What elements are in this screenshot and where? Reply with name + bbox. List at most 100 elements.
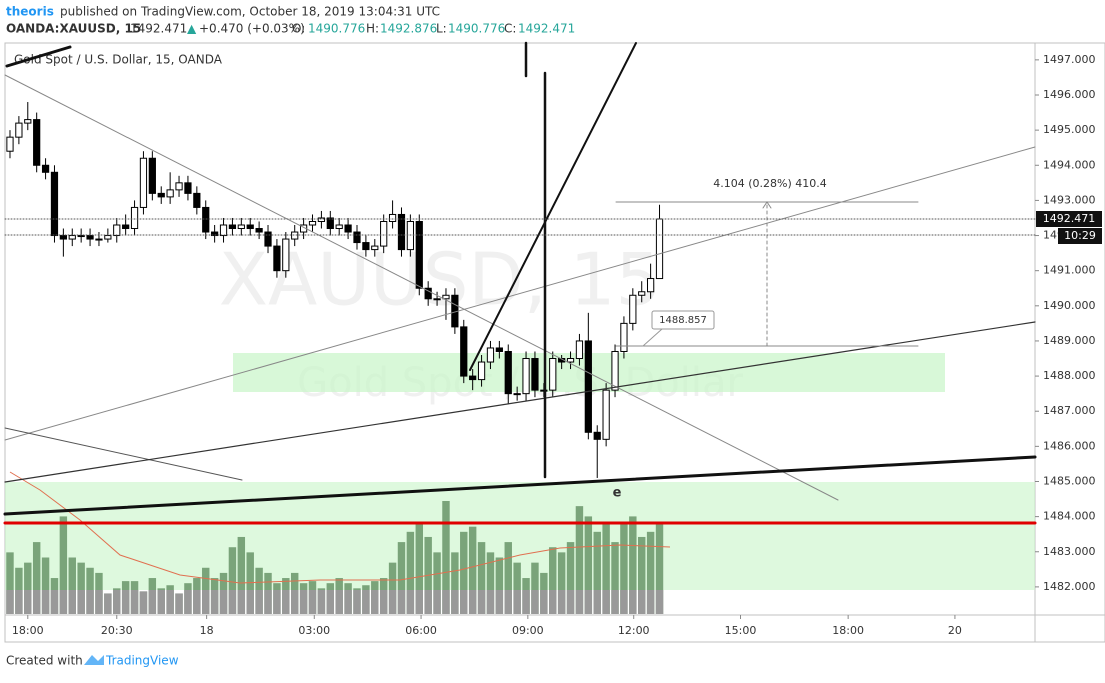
candle-body — [549, 358, 557, 391]
measure-label: 4.104 (0.28%) 410.4 — [713, 177, 827, 190]
volume-base — [646, 590, 655, 614]
candle-body — [602, 389, 610, 440]
x-tick-label: 15:00 — [725, 624, 757, 637]
candle-body — [6, 136, 14, 152]
l-value: 1490.776 — [448, 22, 505, 36]
volume-base — [210, 590, 219, 614]
x-tick-label: 09:00 — [512, 624, 544, 637]
candle-body — [575, 340, 584, 360]
c-value: 1492.471 — [518, 22, 575, 36]
volume-base — [540, 590, 548, 614]
candle-body — [344, 224, 352, 233]
volume-base — [228, 590, 237, 614]
y-tick-label: 1496.000 — [1043, 88, 1096, 101]
candle-body — [522, 358, 530, 395]
candle-body — [59, 235, 67, 240]
volume-bar — [584, 516, 593, 614]
volume-base — [415, 590, 423, 614]
author[interactable]: theoris — [6, 5, 54, 19]
o-value: 1490.776 — [308, 22, 365, 36]
volume-bar — [24, 562, 32, 614]
last: 1492.471 — [130, 22, 187, 36]
volume-bar — [638, 536, 646, 614]
logo — [84, 655, 104, 665]
y-tick-label: 1487.000 — [1043, 404, 1096, 417]
volume-base — [584, 590, 593, 614]
volume-base — [442, 590, 450, 614]
volume-base — [655, 590, 664, 614]
volume-base — [362, 590, 370, 614]
candle-body — [406, 220, 414, 251]
trend-line — [4, 427, 243, 481]
candle-body — [139, 157, 148, 208]
volume-base — [575, 590, 584, 614]
candle-body — [495, 347, 503, 352]
volume-base — [202, 590, 210, 614]
candle-body — [77, 235, 85, 238]
volume-base — [113, 590, 121, 614]
symbol: OANDA:XAUUSD, 15 — [6, 22, 141, 36]
candle-body — [184, 182, 192, 194]
x-tick-label: 18:00 — [832, 624, 864, 637]
volume-bar — [620, 521, 628, 614]
volume-ma — [9, 471, 671, 584]
candle-body — [317, 217, 326, 222]
volume-base — [566, 590, 575, 614]
candle-body — [246, 224, 254, 230]
volume-bar — [433, 552, 441, 614]
volume-base — [611, 590, 619, 614]
candle-body — [362, 242, 370, 251]
candle-body — [50, 171, 59, 237]
change: +0.470 (+0.03%) — [199, 22, 305, 36]
c-label: C: — [504, 22, 516, 36]
x-tick-label: 06:00 — [405, 624, 437, 637]
candle-body — [353, 231, 361, 244]
level-label: 1488.857 — [659, 315, 707, 326]
volume-base — [379, 590, 388, 614]
volume-bar — [646, 531, 655, 614]
candle-body — [157, 192, 165, 198]
candle-body — [291, 231, 299, 240]
arrow: ▲ — [187, 22, 197, 36]
volume-base — [50, 590, 59, 614]
candle-body — [326, 217, 334, 230]
volume-bar — [468, 526, 477, 614]
volume-base — [468, 590, 477, 614]
axes: 1482.000 1483.000 1484.000 1485.000 1486.000… — [12, 53, 1096, 637]
volume-base — [486, 590, 495, 614]
volume-base — [557, 590, 566, 614]
volume-base — [184, 590, 192, 614]
candle-body — [24, 119, 32, 124]
candle-body — [219, 224, 228, 237]
volume-base — [344, 590, 352, 614]
countdown: 10:29 — [1064, 229, 1096, 242]
volume-base — [193, 590, 201, 614]
volume-base — [549, 590, 557, 614]
candle-body — [308, 220, 317, 226]
candle-body — [113, 224, 121, 237]
volume-bar — [451, 552, 459, 614]
level-pointer — [642, 328, 663, 347]
candle-body — [620, 322, 628, 352]
trend-line — [5, 45, 72, 68]
volume-bar — [477, 542, 486, 614]
volume-base — [282, 590, 290, 614]
volume-bar — [397, 542, 406, 614]
volume-bar — [513, 562, 521, 614]
volume-base — [522, 590, 530, 614]
candle-body — [148, 157, 156, 194]
volume-base — [264, 590, 272, 614]
volume-base — [308, 590, 317, 614]
volume-pane — [6, 501, 664, 614]
watermark: XAUUSD, 15 — [219, 238, 662, 322]
y-tick-label: 1489.000 — [1043, 334, 1096, 347]
candle-body — [424, 287, 432, 300]
countdown-box — [1058, 228, 1102, 244]
volume-base — [6, 590, 14, 614]
volume-base — [326, 590, 335, 614]
candle-body — [228, 224, 237, 230]
volume-bar — [77, 562, 85, 614]
volume-base — [175, 593, 183, 614]
footer-brand[interactable]: TradingView — [105, 654, 179, 668]
y-tick-label: 1485.000 — [1043, 474, 1096, 487]
